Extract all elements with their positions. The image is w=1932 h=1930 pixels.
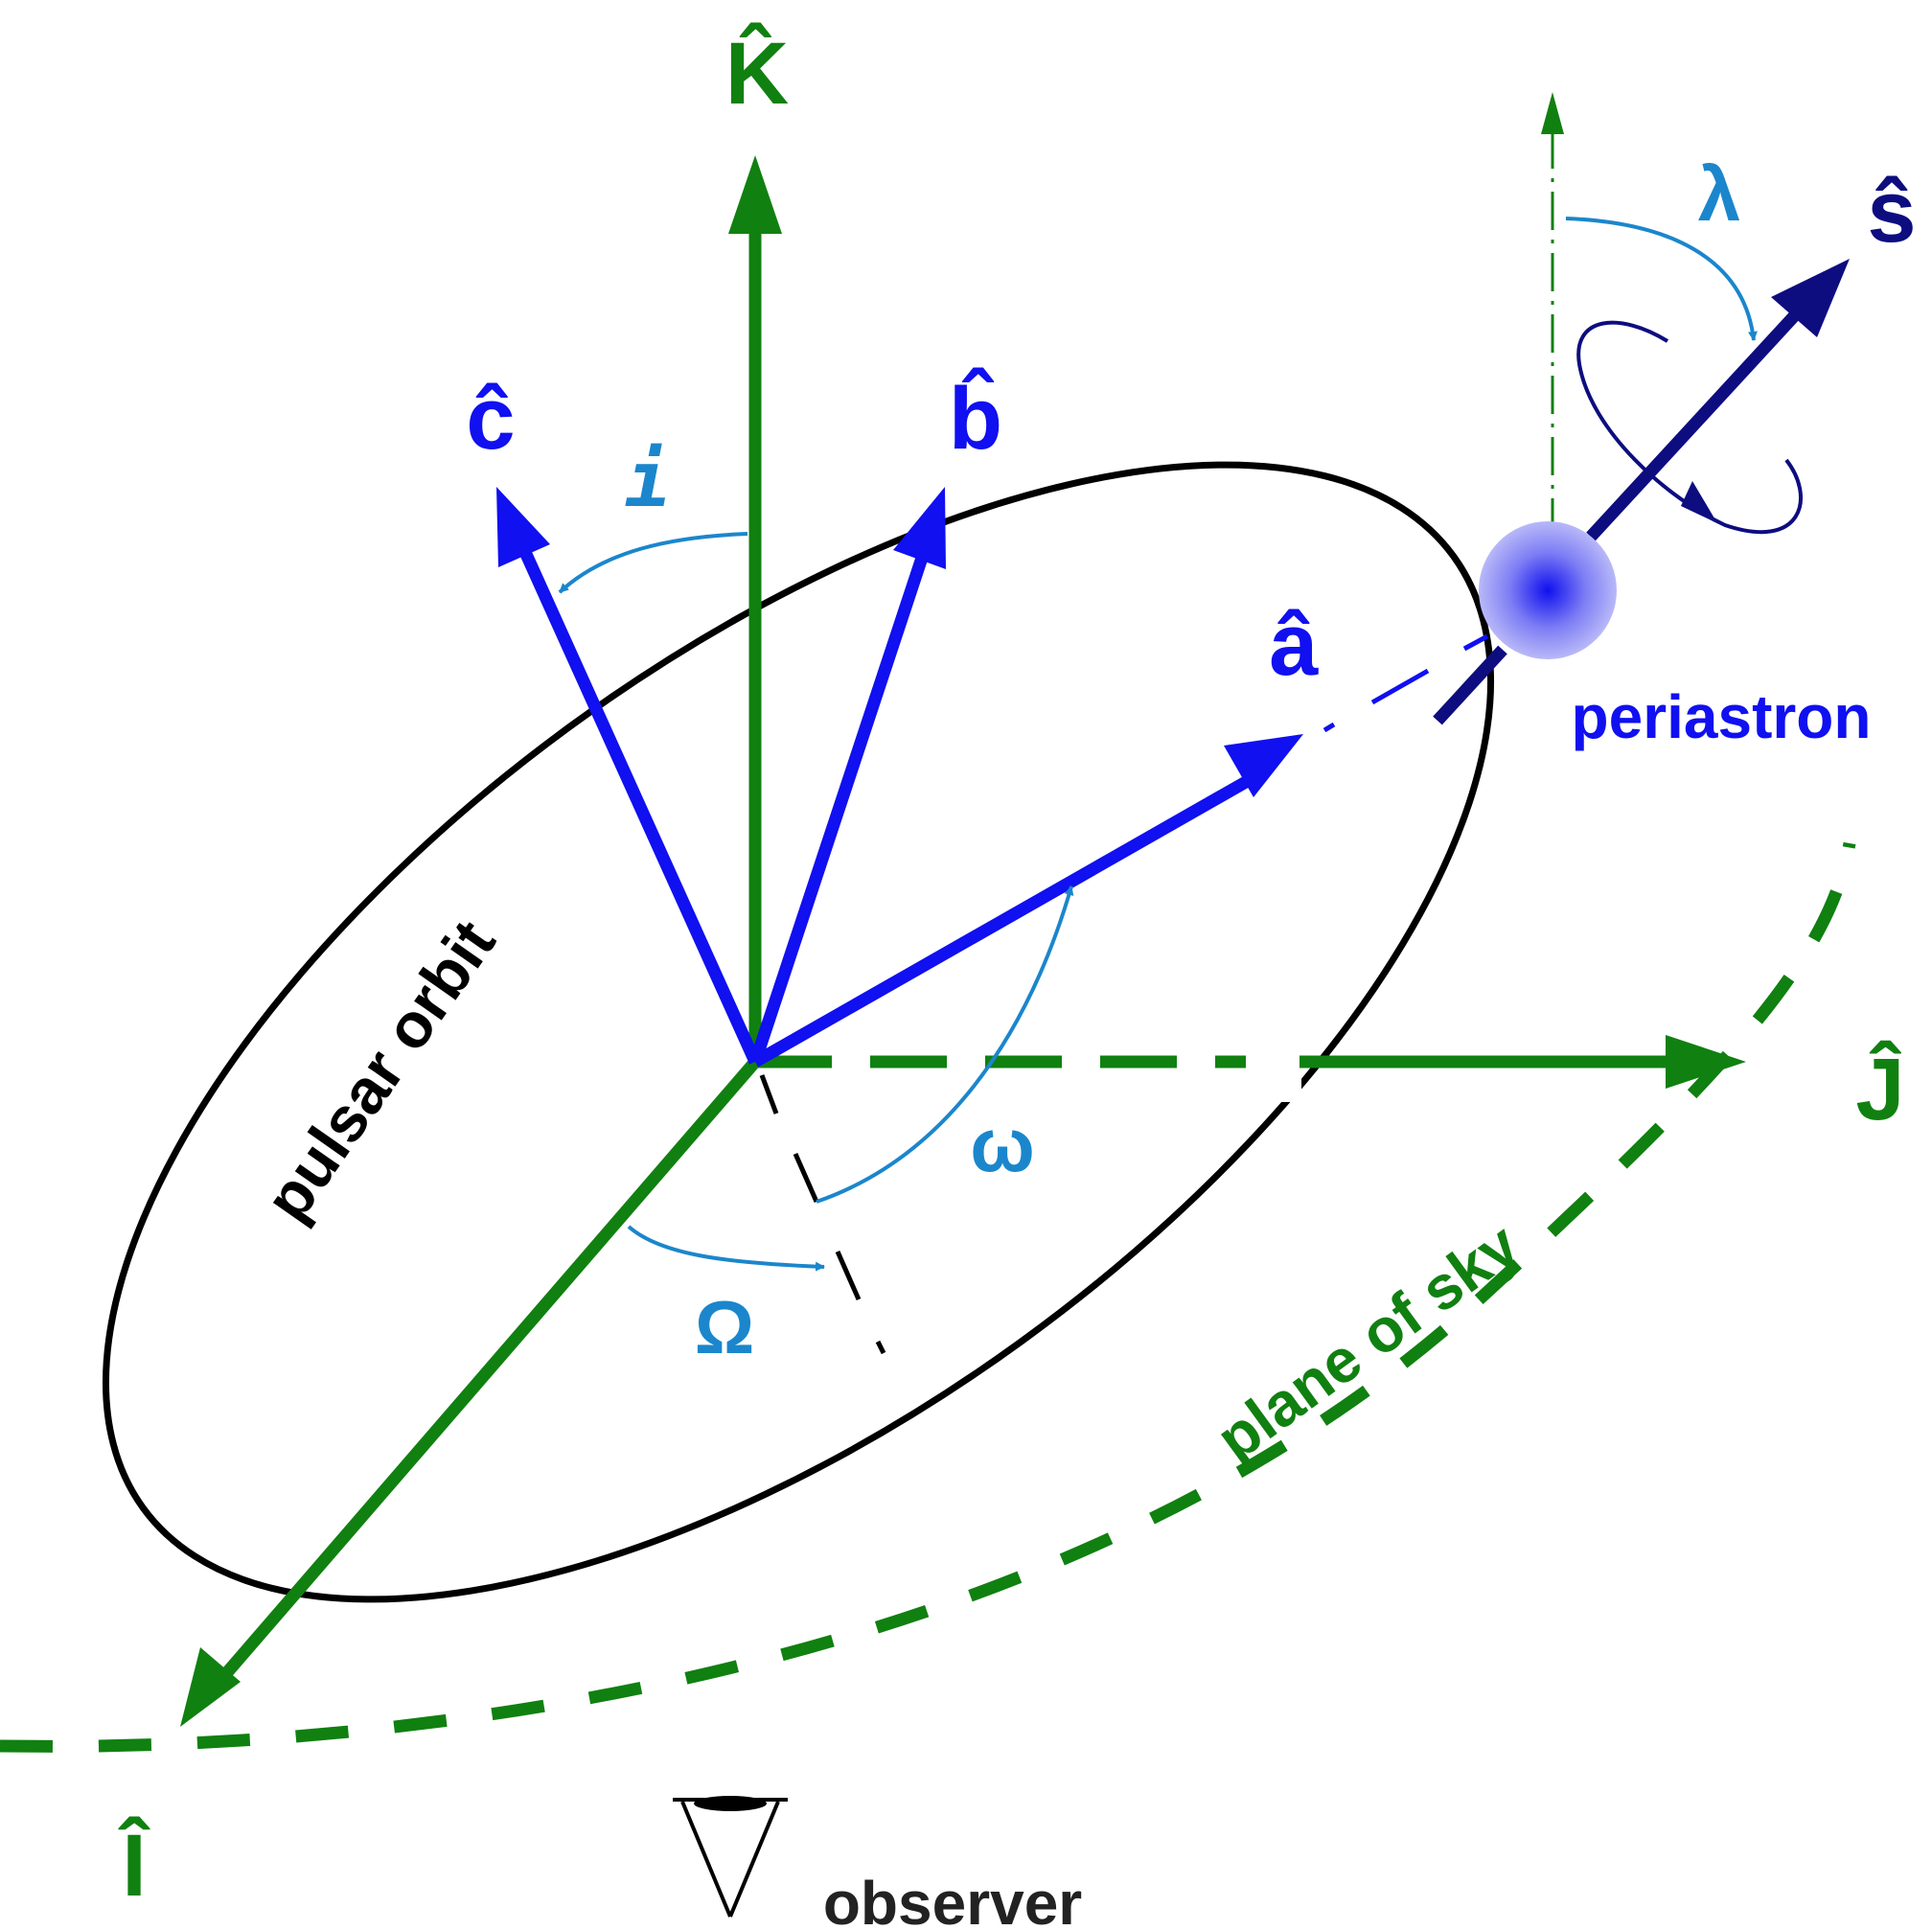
spin-rotation-arrow (1576, 320, 1803, 535)
eye-icon (673, 1796, 788, 1918)
pulsar-sphere-icon (1479, 521, 1617, 659)
j-axis-label: Ĵ (1855, 1040, 1904, 1138)
b-vector-arrow (748, 487, 946, 1065)
periastron-angle-arc (816, 885, 1074, 1204)
a-vector-arrow (751, 633, 1489, 1068)
node-longitude-angle-arc (627, 1225, 825, 1272)
c-vector-label: ĉ (466, 370, 515, 468)
b-vector-label: b̂ (949, 366, 1002, 468)
spin-vector-label: ŝ (1867, 163, 1916, 261)
pulsar-orbit-ellipse (102, 461, 1495, 1603)
c-vector-arrow (496, 487, 761, 1065)
spin-vector-arrow (1433, 259, 1850, 725)
k-axis-label: K̂ (725, 21, 789, 123)
periastron-label: periastron (1572, 682, 1872, 751)
lambda-label: λ (1698, 151, 1741, 237)
j-axis-arrow (755, 1035, 1746, 1089)
i-axis-label: Î (118, 1815, 150, 1915)
plane-of-sky-curve (0, 841, 1856, 1753)
inclination-label: i (625, 435, 671, 524)
periastron-argument-label: ω (970, 1102, 1035, 1187)
plane-of-sky-label: plane of sky (1204, 1209, 1531, 1474)
inclination-angle-arc (558, 532, 748, 594)
observer-label: observer (823, 1869, 1082, 1930)
lambda-angle-arc (1565, 217, 1758, 341)
k-axis-arrow (728, 155, 782, 1062)
pulsar-orbit-label: pulsar orbit (251, 908, 509, 1233)
a-vector-label: â (1269, 596, 1319, 694)
line-of-nodes (759, 1074, 886, 1355)
i-axis-arrow (180, 1057, 760, 1727)
vertical-reference-arrow (1541, 92, 1564, 537)
orbit-gap (1236, 1022, 1301, 1102)
node-longitude-label: Ω (695, 1285, 755, 1369)
